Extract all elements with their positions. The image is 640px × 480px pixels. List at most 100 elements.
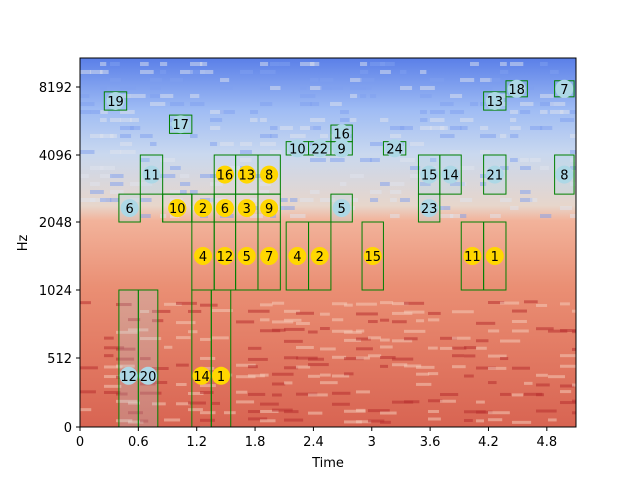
spectrogram-band bbox=[320, 373, 331, 377]
spectrogram-band bbox=[296, 392, 318, 396]
spectrogram-band bbox=[500, 198, 512, 202]
spectrogram-band bbox=[260, 70, 276, 74]
spectrogram-band bbox=[476, 339, 489, 343]
spectrogram-band bbox=[260, 190, 270, 194]
spectrogram-band bbox=[296, 365, 311, 369]
spectrogram-band bbox=[344, 409, 366, 413]
spectrogram-band bbox=[308, 428, 325, 431]
spectrogram-band bbox=[512, 393, 524, 397]
spectrogram-band bbox=[80, 70, 91, 74]
spectrogram-band bbox=[416, 319, 425, 323]
spectrogram-band bbox=[392, 400, 414, 404]
spectrogram-band bbox=[536, 327, 554, 331]
spectrogram-band bbox=[210, 110, 224, 114]
spectrogram-band bbox=[128, 411, 143, 415]
spectrogram-band bbox=[212, 336, 229, 340]
spectrogram-band bbox=[90, 190, 104, 194]
spectrogram-band bbox=[200, 303, 218, 307]
spectrogram-band bbox=[110, 134, 117, 138]
spectrogram-band bbox=[140, 419, 149, 423]
spectrogram-band bbox=[100, 174, 112, 178]
spectrogram-band bbox=[152, 402, 166, 406]
spectrogram-band bbox=[356, 356, 370, 360]
spectrogram-band bbox=[270, 62, 280, 66]
spectrogram-band bbox=[260, 318, 270, 322]
spectrogram-band bbox=[404, 337, 418, 341]
spectrogram-band bbox=[200, 411, 216, 415]
spectrogram-band bbox=[284, 356, 299, 360]
annotation-label: 9 bbox=[265, 202, 273, 217]
spectrogram-band bbox=[248, 309, 270, 313]
spectrogram-band bbox=[420, 126, 432, 130]
spectrogram-band bbox=[260, 86, 271, 90]
spectrogram-band bbox=[410, 166, 421, 170]
spectrogram-band bbox=[116, 364, 135, 368]
spectrogram-band bbox=[460, 118, 474, 122]
spectrogram-band bbox=[320, 134, 328, 138]
spectrogram-band bbox=[428, 417, 441, 421]
spectrogram-band bbox=[370, 62, 386, 66]
spectrogram-band bbox=[540, 110, 548, 114]
spectrogram-band bbox=[400, 86, 413, 90]
spectrogram-band bbox=[400, 126, 413, 130]
spectrogram-band bbox=[236, 400, 255, 404]
spectrogram-band bbox=[560, 302, 570, 306]
spectrogram-band bbox=[440, 102, 454, 106]
spectrogram-band bbox=[572, 347, 576, 351]
spectrogram-band bbox=[152, 381, 168, 385]
spectrogram-band bbox=[430, 126, 445, 130]
annotation-label: 2 bbox=[199, 202, 207, 217]
spectrogram-band bbox=[332, 374, 350, 378]
spectrogram-band bbox=[284, 327, 305, 331]
spectrogram-band bbox=[240, 70, 254, 74]
spectrogram-band bbox=[236, 375, 256, 379]
spectrogram-band bbox=[440, 214, 454, 218]
x-tick-label: 0.6 bbox=[128, 435, 149, 450]
spectrogram-band bbox=[390, 214, 400, 218]
spectrogram-band bbox=[340, 182, 347, 186]
x-tick-label: 3.6 bbox=[420, 435, 441, 450]
spectrogram-band bbox=[488, 381, 497, 385]
spectrogram-band bbox=[120, 134, 132, 138]
spectrogram-band bbox=[510, 126, 521, 130]
spectrogram-band bbox=[390, 198, 397, 202]
spectrogram-band bbox=[300, 198, 314, 202]
spectrogram-band bbox=[570, 110, 576, 114]
spectrogram-band bbox=[90, 182, 100, 186]
annotation-label: 1 bbox=[491, 250, 499, 265]
annotation-label: 10 bbox=[169, 202, 186, 217]
annotation-box bbox=[137, 289, 159, 427]
spectrogram-band bbox=[356, 390, 370, 394]
spectrogram-band bbox=[560, 390, 572, 394]
spectrogram-band bbox=[430, 158, 437, 162]
spectrogram-band bbox=[416, 382, 432, 386]
annotation-marker bbox=[463, 247, 482, 265]
annotation-label: 5 bbox=[337, 202, 345, 217]
annotation-label: 10 bbox=[289, 142, 306, 157]
spectrogram-band bbox=[480, 78, 492, 82]
spectrogram-band bbox=[104, 429, 118, 432]
spectrogram-band bbox=[572, 330, 576, 334]
spectrogram-band bbox=[560, 206, 573, 210]
spectrogram-band bbox=[248, 417, 268, 421]
spectrogram-band bbox=[480, 102, 489, 106]
annotation-marker bbox=[485, 91, 504, 110]
spectrogram-band bbox=[440, 126, 448, 130]
spectrogram-band bbox=[210, 142, 218, 146]
spectrogram-band bbox=[356, 337, 371, 341]
spectrogram-band bbox=[512, 366, 530, 370]
spectrogram-band bbox=[310, 118, 326, 122]
spectrogram-band bbox=[510, 62, 524, 66]
spectrogram-band bbox=[80, 198, 96, 202]
spectrogram-band bbox=[100, 118, 107, 122]
spectrogram-band bbox=[380, 356, 396, 360]
spectrogram-band bbox=[550, 102, 566, 106]
spectrogram-band bbox=[80, 408, 92, 412]
spectrogram-band bbox=[284, 410, 299, 414]
spectrogram-band bbox=[370, 190, 382, 194]
spectrogram-band bbox=[356, 420, 372, 424]
spectrogram-band bbox=[90, 134, 104, 138]
spectrogram-band bbox=[476, 419, 485, 423]
spectrogram-band bbox=[548, 329, 568, 333]
spectrogram-band bbox=[368, 336, 381, 340]
